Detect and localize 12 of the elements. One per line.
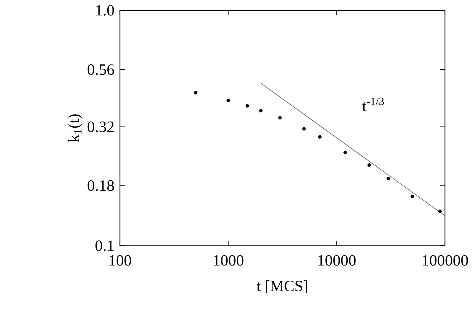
x-tick-label: 100000 <box>423 255 468 266</box>
y-tick-label: 0.18 <box>88 180 114 192</box>
x-tick-label: 100 <box>110 255 132 266</box>
x-tick-label: 10000 <box>318 255 356 266</box>
y-tick-label: 0.56 <box>88 64 114 76</box>
x-axis-title: t [MCS] <box>256 280 308 294</box>
y-axis-title: k$_{1}$(t) <box>68 114 82 142</box>
y-tick-label: 0.32 <box>88 122 114 132</box>
y-tick-label: 0.1 <box>96 240 114 252</box>
annotation: t$^{-1/3}$ <box>362 98 384 112</box>
x-tick-label: 1000 <box>214 255 244 266</box>
y-tick-label: 1.0 <box>96 5 114 16</box>
